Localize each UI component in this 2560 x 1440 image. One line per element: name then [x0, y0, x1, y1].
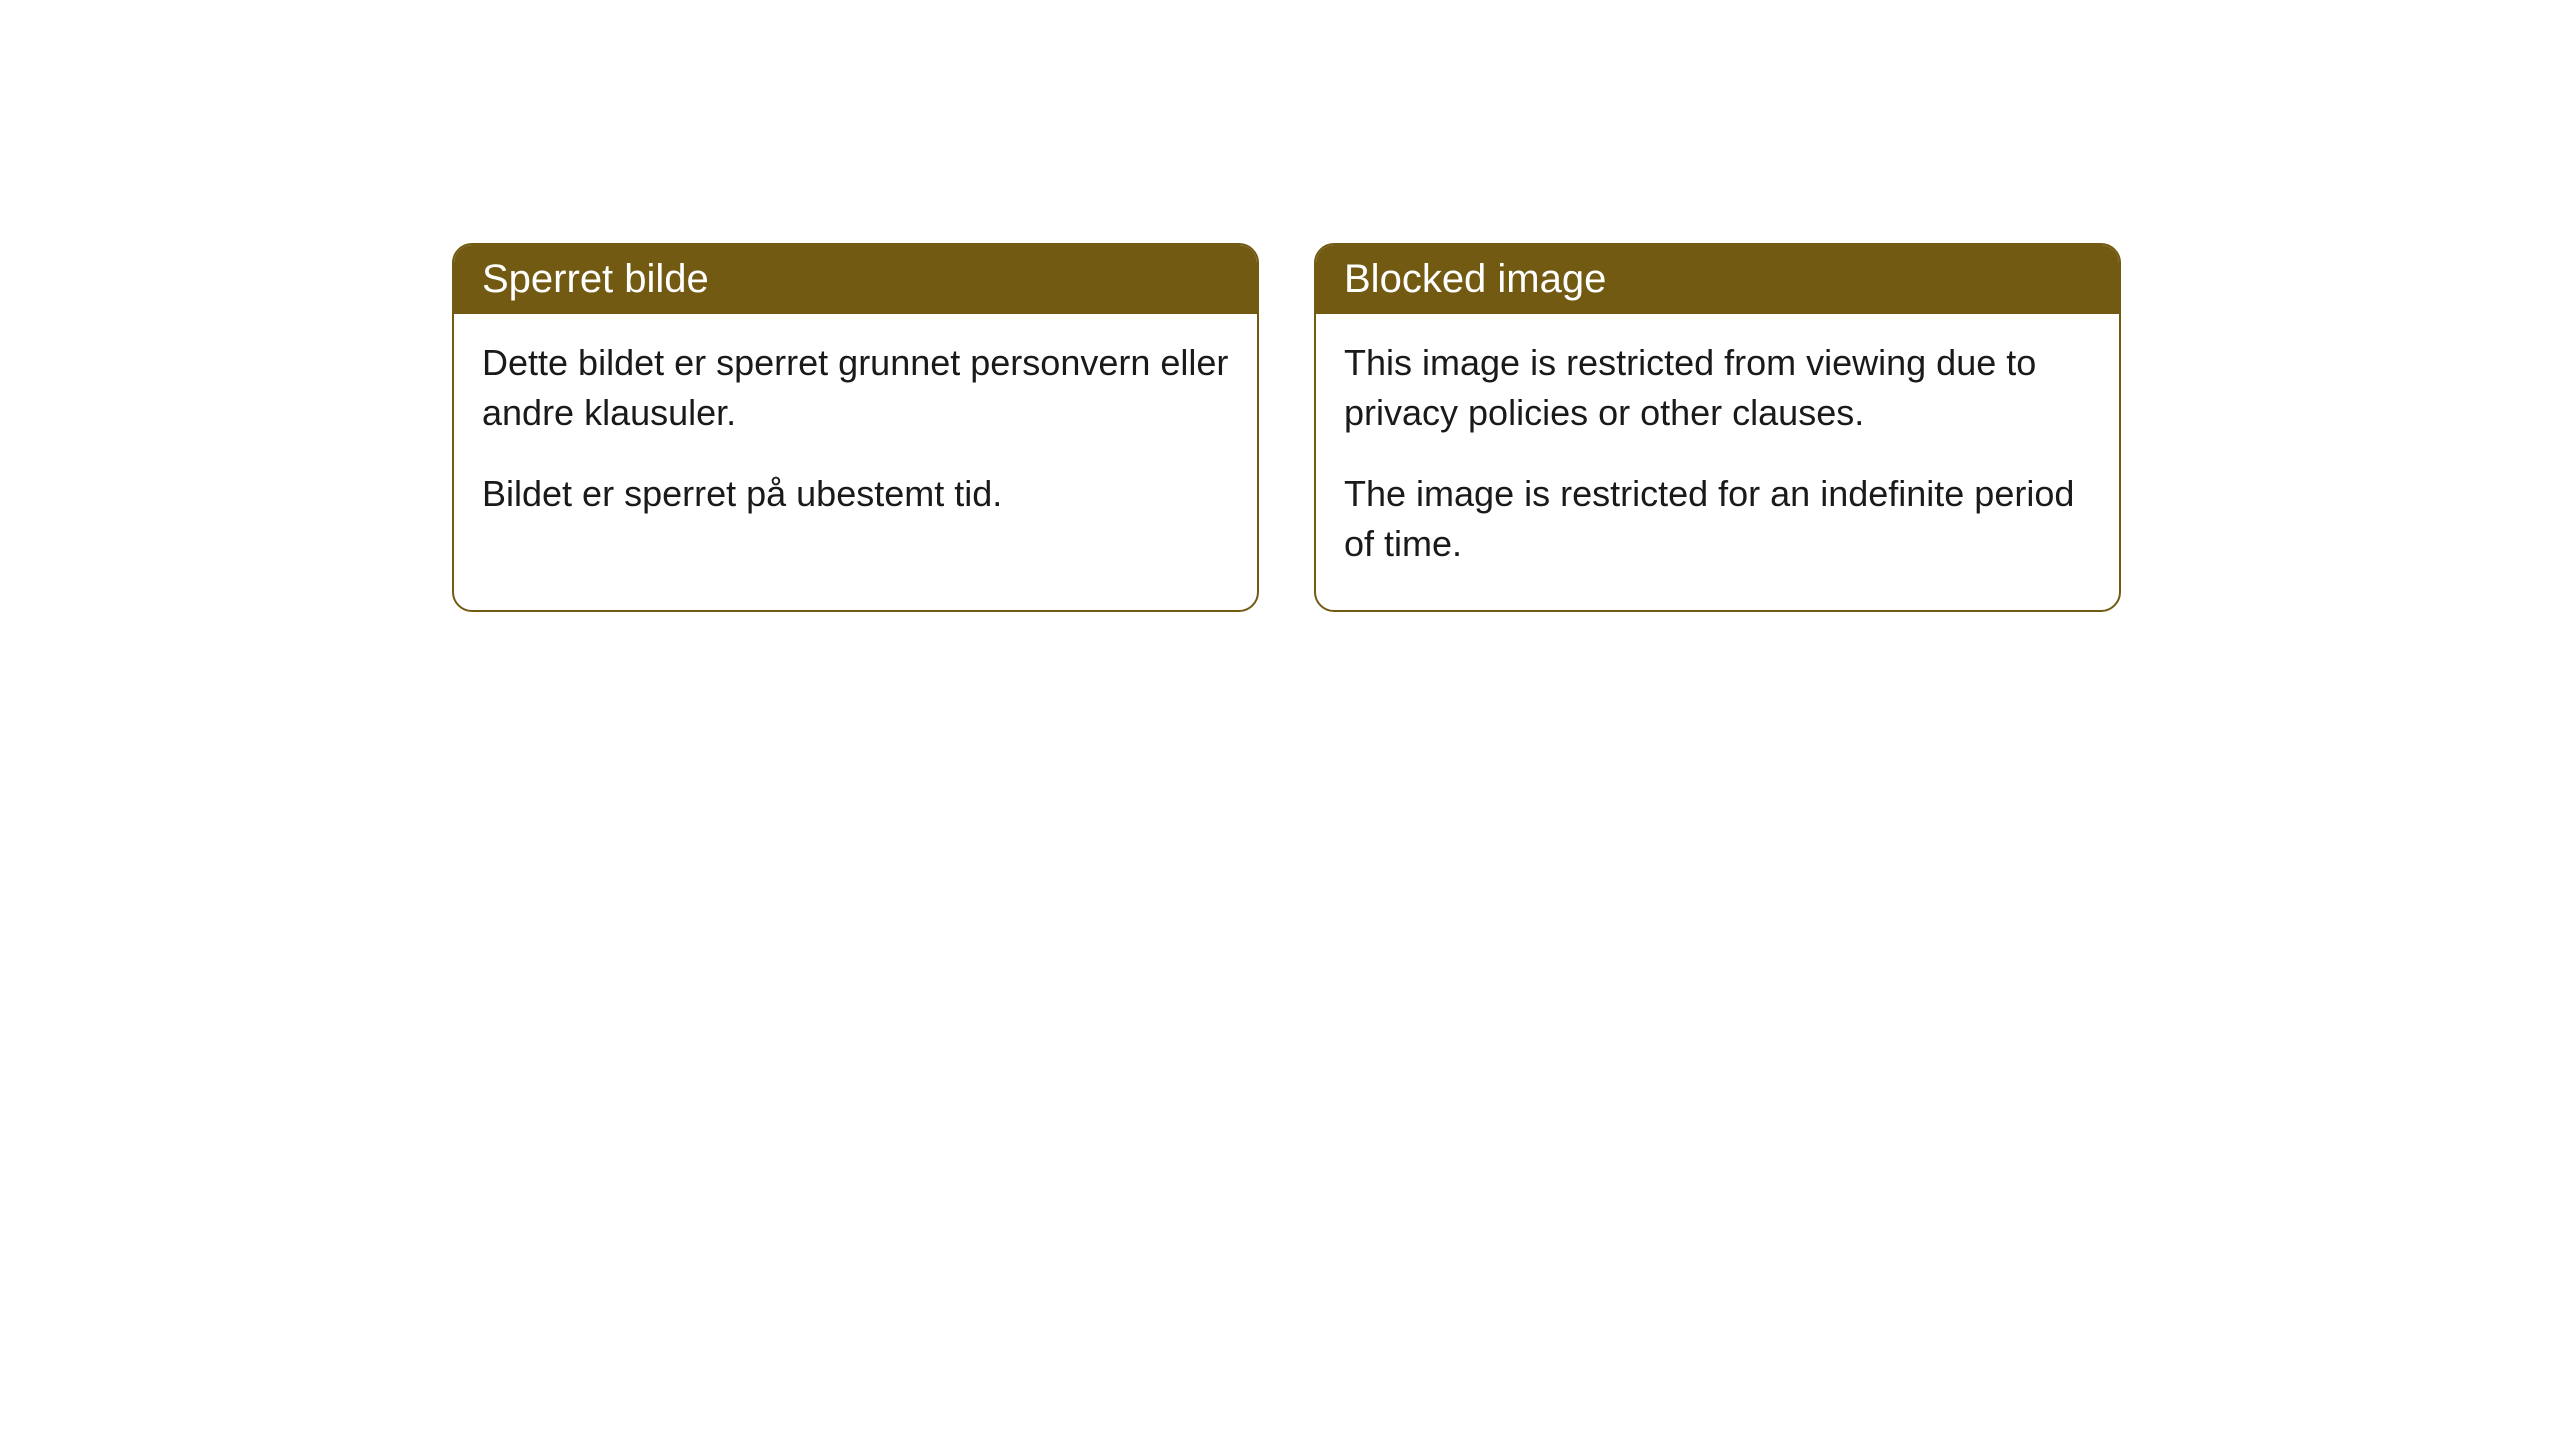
card-header-english: Blocked image — [1316, 245, 2119, 314]
card-header-norwegian: Sperret bilde — [454, 245, 1257, 314]
card-paragraph-2-norwegian: Bildet er sperret på ubestemt tid. — [482, 469, 1229, 519]
blocked-image-card-norwegian: Sperret bilde Dette bildet er sperret gr… — [452, 243, 1259, 612]
card-title-english: Blocked image — [1344, 257, 1606, 301]
card-title-norwegian: Sperret bilde — [482, 257, 709, 301]
card-paragraph-2-english: The image is restricted for an indefinit… — [1344, 469, 2091, 570]
card-body-english: This image is restricted from viewing du… — [1316, 314, 2119, 610]
card-body-norwegian: Dette bildet er sperret grunnet personve… — [454, 314, 1257, 559]
cards-container: Sperret bilde Dette bildet er sperret gr… — [452, 243, 2121, 612]
blocked-image-card-english: Blocked image This image is restricted f… — [1314, 243, 2121, 612]
card-paragraph-1-english: This image is restricted from viewing du… — [1344, 338, 2091, 439]
card-paragraph-1-norwegian: Dette bildet er sperret grunnet personve… — [482, 338, 1229, 439]
